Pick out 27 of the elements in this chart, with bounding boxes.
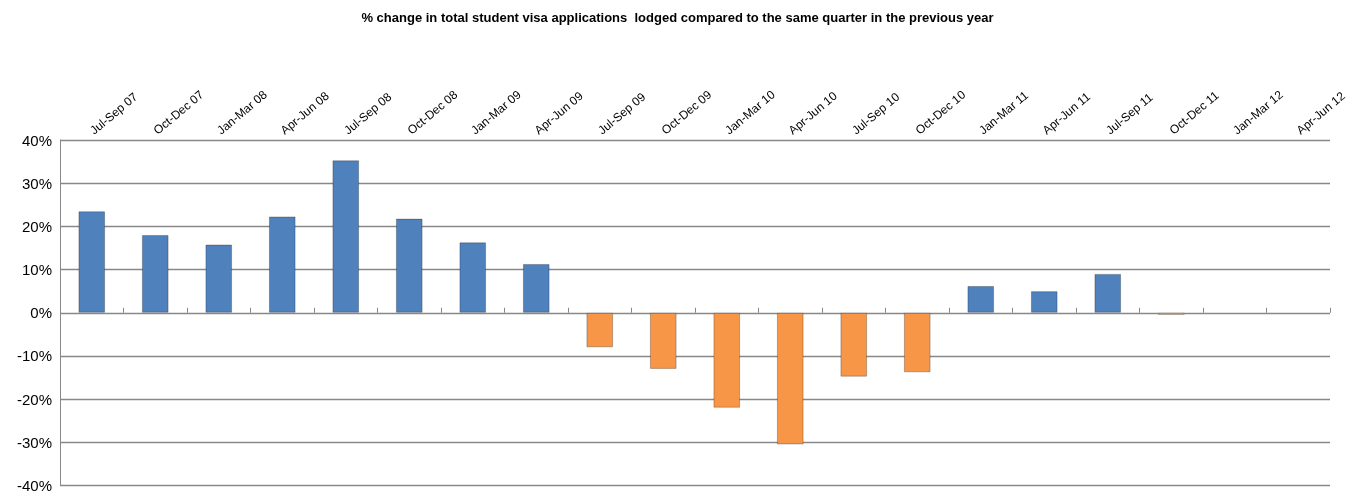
- bar: [1094, 273, 1122, 313]
- bar: [586, 312, 614, 348]
- y-tick-label: 30%: [21, 174, 52, 192]
- bar: [840, 312, 868, 377]
- bar: [141, 235, 169, 313]
- y-tick-label: -20%: [16, 390, 52, 408]
- y-tick-label: 20%: [21, 217, 52, 235]
- bar: [459, 242, 487, 313]
- y-tick-label: 10%: [21, 261, 52, 279]
- bar: [903, 312, 931, 373]
- bar: [776, 312, 804, 445]
- y-tick-label: 40%: [21, 131, 52, 149]
- y-tick-label: -40%: [16, 477, 52, 493]
- chart-title: % change in total student visa applications lodged compared to the same quarter in the previous year: [361, 10, 994, 25]
- bar: [395, 218, 423, 313]
- bar: [78, 211, 106, 313]
- y-tick-label: -30%: [16, 433, 52, 451]
- bar: [268, 216, 296, 313]
- bar: [713, 312, 741, 408]
- bar: [522, 263, 550, 313]
- bar: [967, 285, 995, 313]
- bar: [1030, 291, 1058, 313]
- bar: [332, 160, 360, 313]
- y-tick-label: 0%: [30, 304, 52, 322]
- y-tick-label: -10%: [16, 347, 52, 365]
- bar: [205, 244, 233, 313]
- bar: [649, 312, 677, 369]
